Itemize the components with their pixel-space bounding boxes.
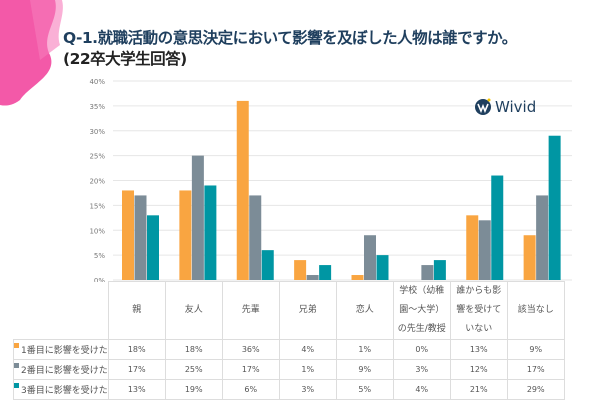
legend-entry: 1番目に影響を受けた [13,339,109,360]
series-name: 3番目に影響を受けた [21,386,108,396]
table-row: 2番目に影響を受けた 17% 25% 17% 1% 9% 3% 12% 17% [13,359,565,380]
data-label: 13% [449,339,508,360]
category-label-line: 親 [132,305,142,315]
data-label: 17% [221,359,280,380]
legend-entry: 3番目に影響を受けた [13,379,109,400]
category-label: 友人 [164,281,223,340]
data-label: 4% [278,339,337,360]
bar-1-7 [523,235,536,280]
y-tick-label: 25% [89,153,105,161]
wivid-logo-icon [475,98,491,115]
y-tick-label: 40% [89,78,105,86]
data-label: 4% [392,379,451,400]
data-table: 親友人 先輩 兄弟 恋人 学校（幼稚 園～大学） の先生/教授 誰からも影 響を受けて いない 該当… [13,281,565,400]
table-row: 1番目に影響を受けた 18% 18% 36% 4% 1% 0% 13% 9% [13,339,565,360]
bar-3-4 [376,255,389,280]
data-label: 17% [107,359,166,380]
title-line-1: Q-1.就職活動の意思決定において影響を及ぼした人物は誰ですか。 [63,29,517,47]
data-label: 1% [335,339,394,360]
wivid-logo: Wivid [474,98,536,116]
data-label: 3% [392,359,451,380]
category-label-line: 誰からも影 [456,286,502,296]
bar-2-5 [421,265,434,280]
data-label: 18% [164,339,223,360]
data-label: 12% [449,359,508,380]
data-label: 1% [278,359,337,380]
bar-3-3 [319,265,332,280]
data-label: 9% [335,359,394,380]
category-label: 誰からも影響を受けていない [449,281,508,340]
data-label: 29% [506,379,565,400]
bar-3-6 [491,175,504,280]
bar-3-7 [548,135,561,280]
y-tick-label: 10% [89,227,105,235]
bar-2-2 [249,195,262,280]
bar-2-4 [364,235,376,280]
data-label: 21% [449,379,508,400]
table-row: 3番目に影響を受けた 13% 19% 6% 3% 5% 4% 21% 29% [13,379,565,400]
bar-3-0 [147,215,159,280]
data-label: 6% [221,379,280,400]
category-label-line: 恋人 [355,305,374,315]
category-label: 該当なし [506,281,565,340]
legend-swatch [14,343,19,348]
logo-text: Wivid [495,98,537,116]
data-label: 36% [221,339,280,360]
y-tick-label: 35% [89,103,105,111]
bar-1-4 [351,275,364,280]
data-label: 25% [164,359,223,380]
y-tick-label: 30% [89,128,105,136]
table-corner [13,281,109,340]
y-tick-label: 0% [94,277,105,282]
y-tick-label: 5% [94,252,105,260]
legend-entry: 2番目に影響を受けた [13,359,109,380]
bar-2-6 [478,220,491,280]
bar-2-7 [536,195,549,280]
category-label: 恋人 [335,281,394,340]
chart-title: Q-1.就職活動の意思決定において影響を及ぼした人物は誰ですか。 (22卒大学生… [63,28,517,70]
category-label-line: 先輩 [241,305,260,315]
category-label: 兄弟 [278,281,337,340]
y-tick-label: 15% [89,202,105,210]
category-label-line: 兄弟 [298,305,317,315]
bar-1-3 [294,260,307,280]
series-name: 2番目に影響を受けた [21,366,108,376]
category-label-line: いない [465,324,493,334]
bar-1-2 [236,100,249,281]
bar-1-1 [179,190,192,280]
bar-1-0 [122,190,134,280]
category-label-line: 響を受けて [456,305,502,315]
data-label: 9% [506,339,565,360]
bar-1-6 [466,215,479,280]
bar-3-5 [433,260,446,280]
bar-2-0 [134,195,147,280]
data-label: 0% [392,339,451,360]
data-label: 3% [278,379,337,400]
bar-3-2 [261,250,274,280]
category-label: 先輩 [221,281,280,340]
series-name: 1番目に影響を受けた [21,346,108,356]
bar-2-3 [306,275,319,280]
category-label-line: 友人 [184,305,203,315]
data-label: 19% [164,379,223,400]
bar-chart: 0% 5% 10% 15% 20% 25% 30% 35% 40% [89,78,572,282]
data-label: 18% [107,339,166,360]
category-label: 親 [107,281,166,340]
category-label-line: 該当なし [517,305,554,315]
category-label-line: 学校（幼稚 [399,286,445,296]
legend-swatch [14,383,19,388]
title-line-2: (22卒大学生回答) [63,50,187,68]
data-label: 13% [107,379,166,400]
bar-3-1 [204,185,217,280]
data-label: 17% [506,359,565,380]
legend-swatch [14,363,19,368]
category-label-line: の先生/教授 [397,324,446,334]
bar-2-1 [191,155,204,280]
category-label-line: 園～大学） [399,305,445,315]
data-label: 5% [335,379,394,400]
category-label: 学校（幼稚園～大学） の先生/教授 [392,281,451,340]
pink-brush-decoration [0,0,63,106]
y-tick-label: 20% [89,178,105,186]
